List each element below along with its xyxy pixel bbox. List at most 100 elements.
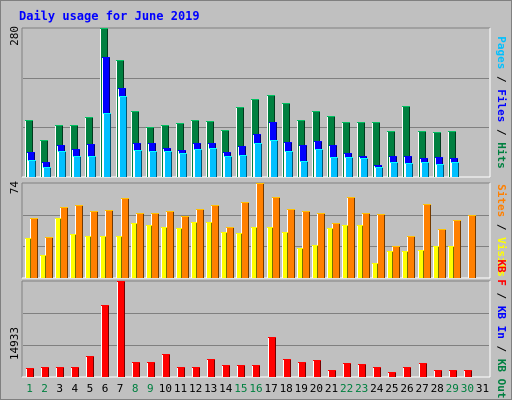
kb-f-bar [403,367,411,377]
day-label: 15 [234,382,247,395]
visits-bar-fill [131,223,137,278]
sites-bar-fill [287,209,295,278]
visits-bar-fill [418,250,424,278]
pages-bar [88,156,96,177]
pages-bar-fill [239,155,247,177]
kb-f-bar [373,367,381,377]
sites-bar-fill [151,213,159,278]
visits-bar [85,236,91,278]
visits-bar-fill [387,251,393,278]
sites-bar-fill [136,213,144,278]
day-label: 14 [219,382,233,395]
kb-f-bar-fill [237,365,245,377]
visits-panel-legend-visits: Visits [495,237,508,277]
visits-bar [131,223,137,278]
sites-bar-fill [468,215,476,278]
pages-bar [73,156,81,177]
kb-f-bar [117,281,125,377]
kb-f-bar [177,367,185,377]
sites-bar [347,197,355,278]
visits-bar-fill [116,236,122,278]
kb-f-bar [328,370,336,377]
visits-bar-fill [176,228,182,278]
visits-bar-fill [327,228,333,278]
visits-bar [221,232,227,278]
visits-bar-fill [402,251,408,278]
sites-bar-fill [362,213,370,278]
kb-f-bar [86,356,94,377]
pages-bar-fill [315,149,323,177]
sites-bar [226,227,234,278]
sites-bar-fill [45,237,53,278]
pages-bar [285,151,293,177]
hits-bar-fill [448,131,456,177]
day-label: 22 [340,382,353,395]
pages-bar-fill [224,156,232,177]
pages-bar [254,143,262,177]
kb-f-bar-fill [283,359,291,377]
sites-bar [453,220,461,278]
sites-bar [136,213,144,278]
kb-panel-legend: KB F / KB In / KB Out [495,259,508,398]
visits-bar-fill [372,263,378,278]
pages-bar [270,140,278,177]
hits-panel-legend-separator: / [495,122,508,142]
kb-f-bar [268,337,276,377]
sites-bar-fill [332,223,340,278]
hits-bar-fill [236,107,244,177]
day-label: 6 [102,382,109,395]
kb-f-bar-fill [56,367,64,377]
pages-bar [451,162,459,177]
sites-bar-fill [377,214,385,278]
sites-bar-fill [256,183,264,278]
sites-bar-fill [453,220,461,278]
day-label: 10 [159,382,172,395]
pages-bar [209,148,217,177]
day-label: 31 [476,382,489,395]
day-label: 28 [431,382,444,395]
visits-bar [433,246,439,278]
visits-bar [146,225,152,278]
day-label: 12 [189,382,202,395]
kb-f-bar-fill [132,362,140,377]
kb-f-bar [283,359,291,377]
sites-bar-fill [30,218,38,278]
visits-bar-fill [146,225,152,278]
day-label: 11 [174,382,187,395]
sites-bar [438,229,446,278]
visits-bar-fill [448,246,454,278]
pages-bar-fill [345,157,353,177]
day-label: 20 [310,382,323,395]
day-label: 2 [41,382,48,395]
day-label: 26 [400,382,413,395]
visits-panel-legend-separator: / [495,217,508,237]
pages-bar-fill [119,96,127,177]
pages-bar-fill [421,162,429,177]
visits-bar [100,236,106,278]
day-label: 23 [355,382,368,395]
visits-bar [251,227,257,278]
sites-bar [151,213,159,278]
day-label: 18 [280,382,293,395]
visits-bar-fill [100,236,106,278]
hits-bar-fill [40,140,48,177]
visits-bar-fill [206,222,212,278]
visits-bar-fill [70,234,76,278]
day-label: 5 [87,382,94,395]
visits-bar [387,251,393,278]
kb-f-bar [298,362,306,377]
pages-bar-fill [209,148,217,177]
kb-f-bar-fill [449,370,457,377]
pages-bar [179,153,187,177]
pages-bar [300,161,308,177]
kb-f-bar [464,370,472,377]
kb-panel-legend-separator: / [495,339,508,359]
hits-panel-ymax-label: 280 [8,26,21,46]
visits-bar-fill [357,225,363,278]
pages-bar [58,151,66,177]
sites-bar [256,183,264,278]
kb-f-bar [237,365,245,377]
visits-panel-ymax-label: 74 [8,181,21,195]
pages-bar-fill [254,143,262,177]
